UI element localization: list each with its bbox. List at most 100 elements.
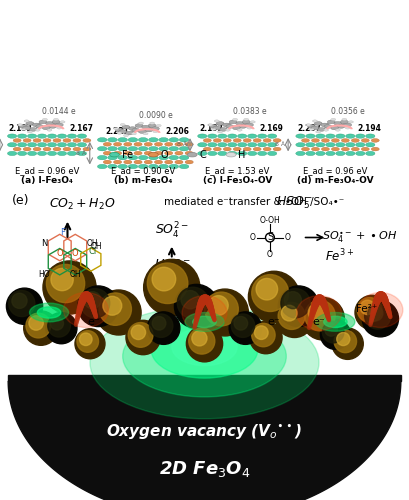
Circle shape <box>257 142 267 147</box>
Circle shape <box>144 260 200 316</box>
Circle shape <box>214 120 219 122</box>
Circle shape <box>249 322 282 354</box>
Circle shape <box>342 118 347 120</box>
Circle shape <box>203 138 211 142</box>
Circle shape <box>84 292 101 308</box>
Text: Oxygen vacancy (V$_o$$^{\bullet\bullet}$): Oxygen vacancy (V$_o$$^{\bullet\bullet}$… <box>106 422 303 441</box>
Circle shape <box>202 289 248 336</box>
Circle shape <box>312 138 319 142</box>
Text: mediated e⁻transfer & •OH /SO₄•⁻: mediated e⁻transfer & •OH /SO₄•⁻ <box>164 197 344 207</box>
Circle shape <box>213 138 221 142</box>
Circle shape <box>324 124 332 128</box>
Circle shape <box>296 152 305 156</box>
Circle shape <box>263 148 271 151</box>
Text: E_ad = 1.53 eV: E_ad = 1.53 eV <box>205 166 270 175</box>
Circle shape <box>164 152 173 155</box>
Circle shape <box>308 304 326 322</box>
Circle shape <box>301 138 310 142</box>
Circle shape <box>115 128 124 132</box>
Circle shape <box>124 134 128 136</box>
Ellipse shape <box>182 296 227 330</box>
Circle shape <box>189 328 215 354</box>
Circle shape <box>247 134 257 138</box>
Circle shape <box>242 120 250 124</box>
Circle shape <box>247 152 257 156</box>
Circle shape <box>159 138 169 142</box>
Circle shape <box>175 142 183 146</box>
Circle shape <box>47 152 57 156</box>
Circle shape <box>153 130 158 132</box>
Circle shape <box>77 142 87 147</box>
Circle shape <box>33 148 41 151</box>
Circle shape <box>83 138 91 142</box>
Circle shape <box>334 122 342 125</box>
Circle shape <box>118 164 128 168</box>
Circle shape <box>139 122 144 124</box>
Circle shape <box>331 138 339 142</box>
Circle shape <box>128 127 137 130</box>
Text: $SO_4^{2-}$: $SO_4^{2-}$ <box>155 221 189 242</box>
Circle shape <box>79 333 92 345</box>
Ellipse shape <box>358 292 403 328</box>
Circle shape <box>316 152 325 156</box>
Text: OH: OH <box>70 270 81 280</box>
Ellipse shape <box>63 292 108 328</box>
Circle shape <box>159 164 169 168</box>
Circle shape <box>73 148 81 151</box>
Circle shape <box>344 123 352 126</box>
Circle shape <box>348 121 353 123</box>
Circle shape <box>203 148 211 151</box>
Circle shape <box>97 138 107 142</box>
Circle shape <box>83 148 91 151</box>
Circle shape <box>243 138 251 142</box>
Circle shape <box>75 329 105 359</box>
Text: (c) l-Fe₃O₄-OV: (c) l-Fe₃O₄-OV <box>202 176 272 184</box>
Circle shape <box>128 146 138 151</box>
Circle shape <box>97 146 107 151</box>
Circle shape <box>97 156 107 160</box>
Circle shape <box>234 316 248 330</box>
Circle shape <box>13 138 21 142</box>
Circle shape <box>179 138 189 142</box>
Circle shape <box>175 152 183 155</box>
Circle shape <box>57 134 67 138</box>
Text: (d) m-Fe₃O₄-OV: (d) m-Fe₃O₄-OV <box>297 176 374 184</box>
Text: $CO_2 + H_2O$: $CO_2 + H_2O$ <box>49 197 116 212</box>
Circle shape <box>13 148 21 151</box>
Text: F: F <box>61 228 65 237</box>
Circle shape <box>327 120 335 124</box>
Circle shape <box>138 130 146 134</box>
Text: 8 Å: 8 Å <box>177 142 187 148</box>
Ellipse shape <box>297 296 342 330</box>
Circle shape <box>273 148 281 151</box>
Circle shape <box>149 314 173 338</box>
Circle shape <box>361 148 369 151</box>
Circle shape <box>103 296 122 315</box>
Circle shape <box>245 123 254 126</box>
Circle shape <box>43 148 51 151</box>
Circle shape <box>342 138 349 142</box>
Ellipse shape <box>29 303 69 322</box>
Circle shape <box>368 306 383 321</box>
Circle shape <box>317 128 326 131</box>
Circle shape <box>265 233 274 242</box>
Circle shape <box>156 124 161 126</box>
Circle shape <box>226 152 236 157</box>
Circle shape <box>231 314 255 338</box>
Circle shape <box>233 138 241 142</box>
Circle shape <box>187 152 197 157</box>
Circle shape <box>27 134 37 138</box>
Circle shape <box>257 152 267 156</box>
Circle shape <box>263 138 271 142</box>
Circle shape <box>134 142 142 146</box>
Circle shape <box>311 126 319 130</box>
Circle shape <box>43 118 47 120</box>
Circle shape <box>155 142 163 146</box>
Text: 2.221: 2.221 <box>105 128 129 136</box>
Text: E_ad = 0.96 eV: E_ad = 0.96 eV <box>303 166 368 175</box>
Circle shape <box>134 152 142 155</box>
Circle shape <box>53 148 61 151</box>
Circle shape <box>345 127 350 129</box>
Text: N: N <box>41 240 47 248</box>
Circle shape <box>223 138 231 142</box>
